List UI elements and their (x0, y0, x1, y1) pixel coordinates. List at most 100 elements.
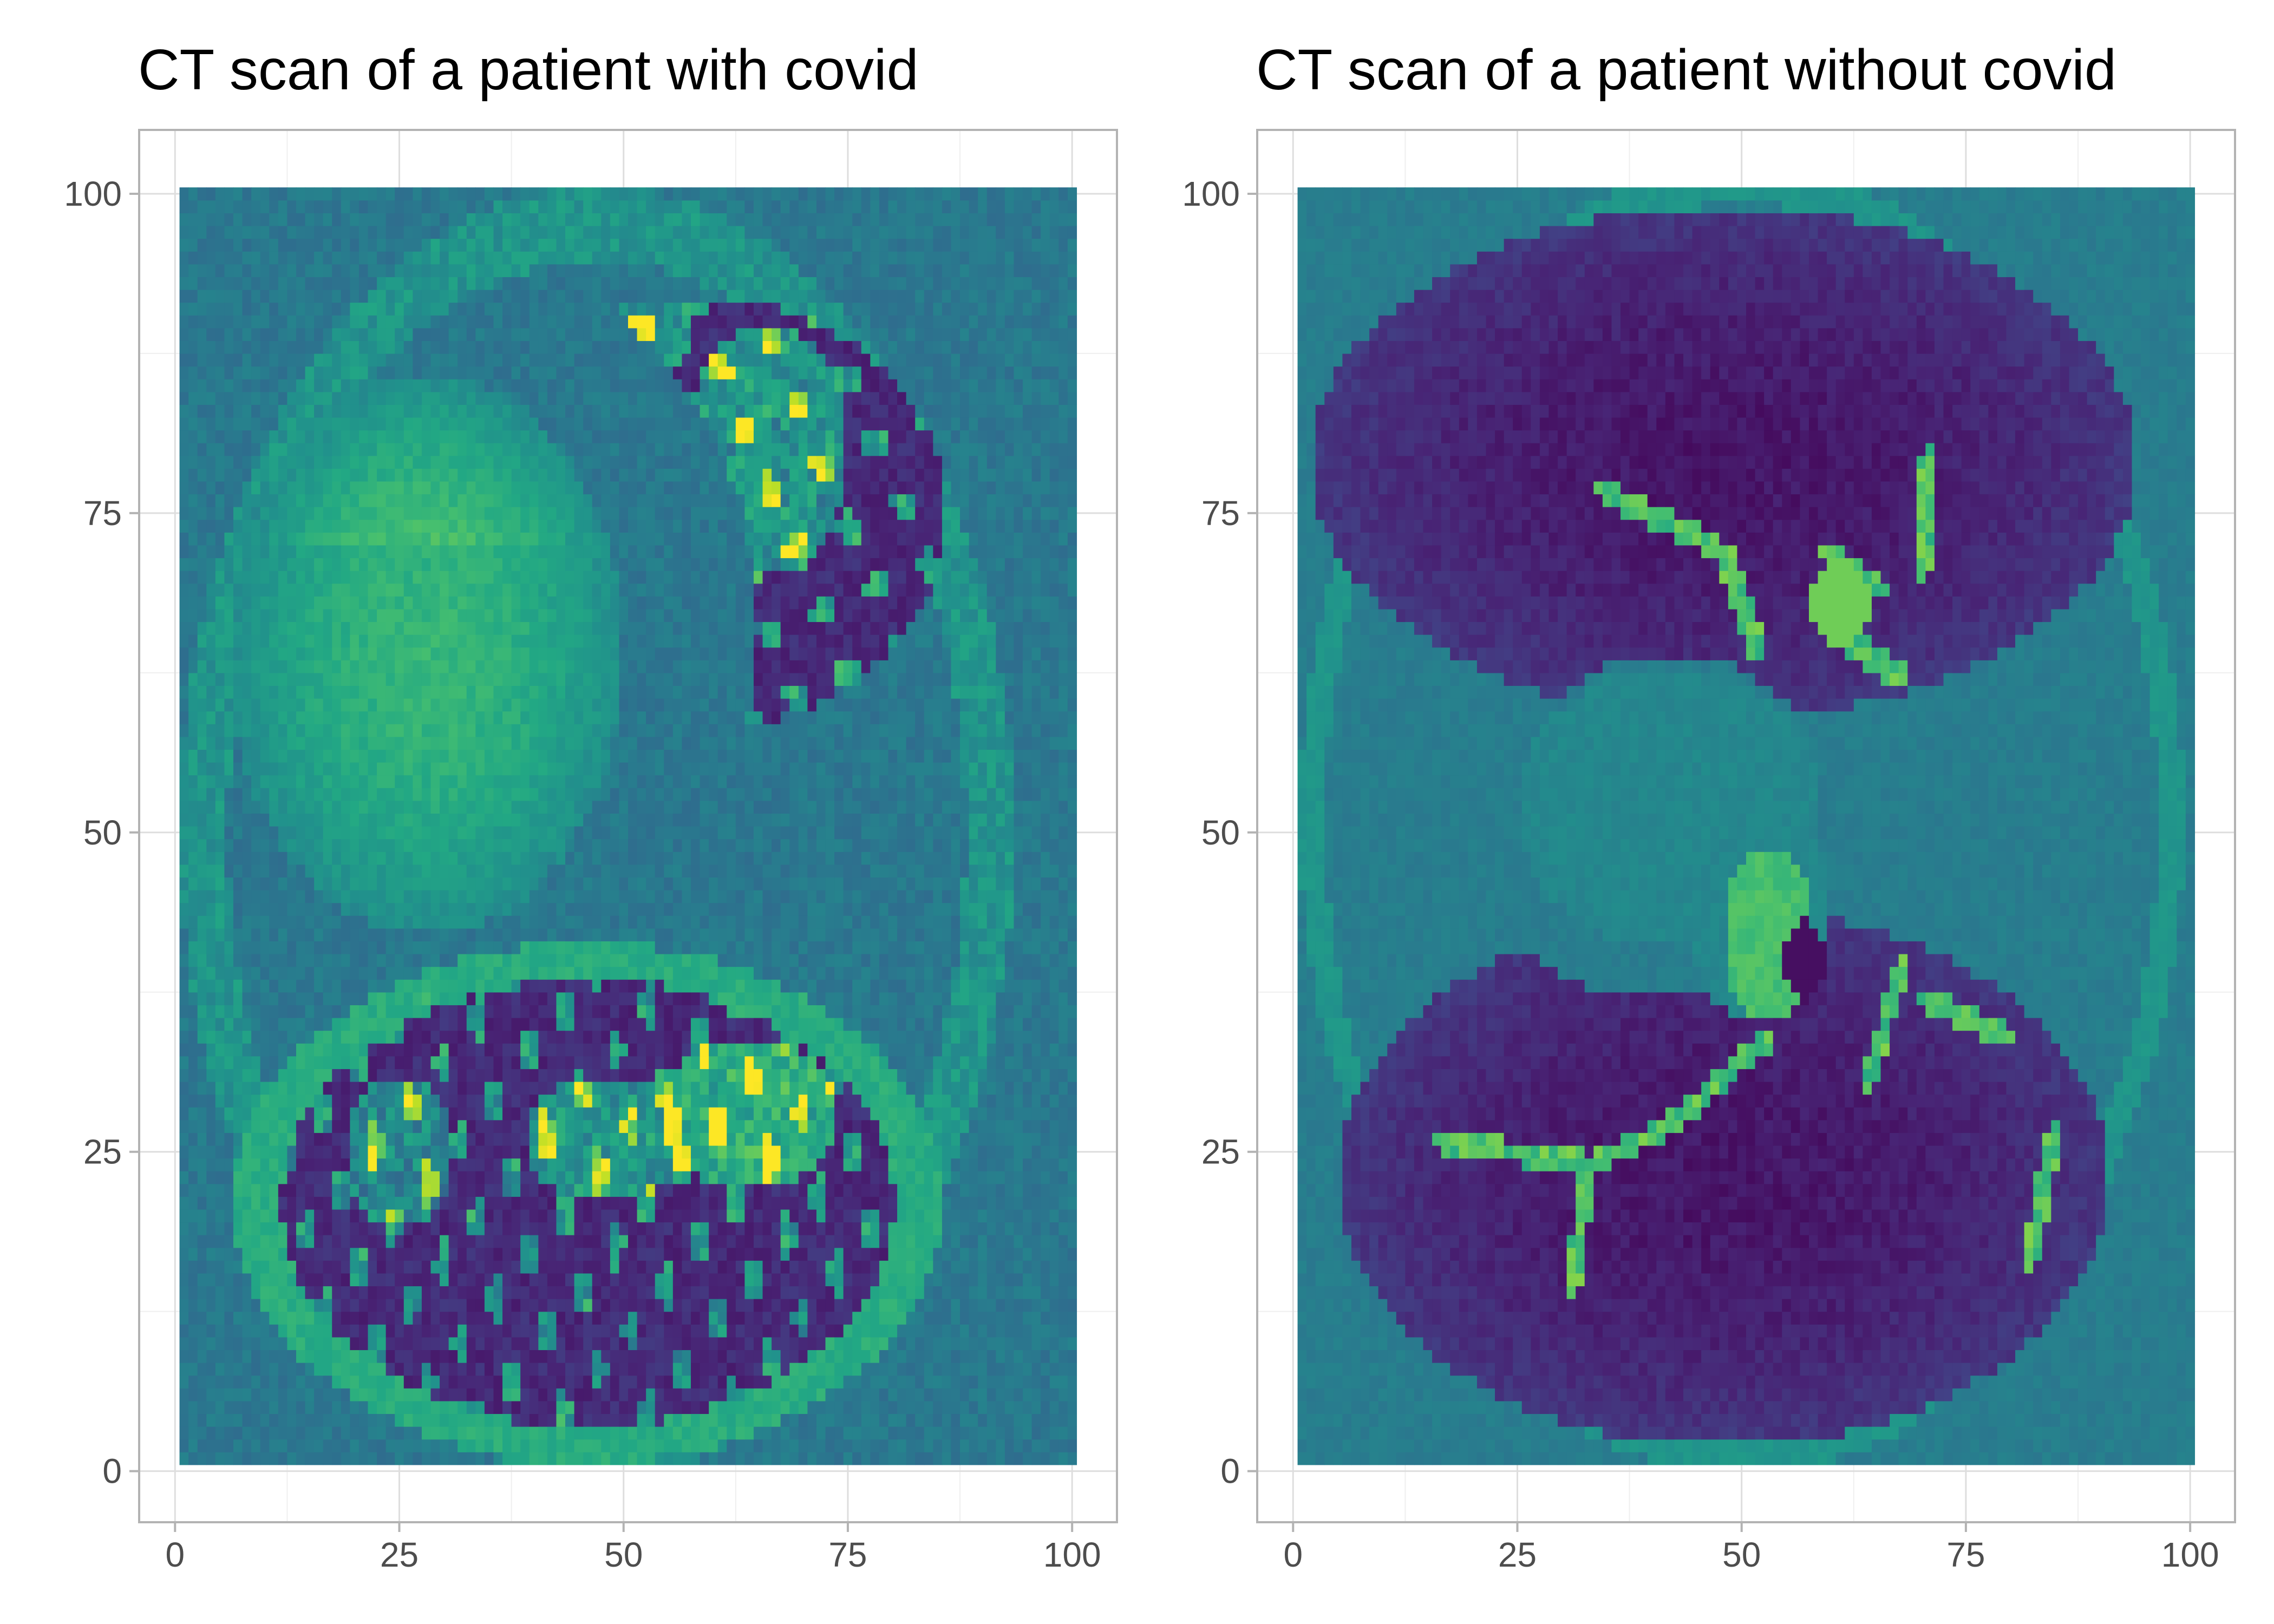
heatmap-cell (798, 1069, 808, 1082)
heatmap-cell (700, 1005, 709, 1018)
heatmap-cell (350, 902, 360, 916)
heatmap-cell (421, 941, 432, 954)
heatmap-cell (690, 966, 701, 980)
heatmap-cell (897, 1400, 907, 1415)
heatmap-cell (440, 941, 449, 954)
heatmap-cell (924, 877, 933, 890)
heatmap-cell (619, 877, 629, 890)
heatmap-cell (206, 1196, 216, 1210)
heatmap-cell (682, 1107, 691, 1121)
heatmap-cell (825, 941, 835, 954)
heatmap-cell (385, 1260, 395, 1274)
heatmap-cell (278, 1145, 287, 1159)
heatmap-cell (556, 1005, 566, 1018)
heatmap-cell (197, 1081, 207, 1095)
heatmap-cell (816, 1069, 826, 1082)
heatmap-cell (637, 1119, 646, 1133)
heatmap-cell (700, 1119, 709, 1133)
heatmap-cell (547, 915, 557, 929)
heatmap-cell (323, 826, 332, 840)
heatmap-cell (664, 966, 674, 980)
heatmap-cell (772, 1107, 781, 1121)
heatmap-cell (825, 1452, 835, 1465)
heatmap-cell (978, 953, 988, 967)
heatmap-cell (619, 1452, 629, 1465)
heatmap-cell (287, 889, 297, 903)
heatmap-cell (296, 1056, 306, 1069)
heatmap-cell (646, 1094, 656, 1108)
heatmap-cell (493, 1324, 503, 1338)
heatmap-cell (484, 992, 494, 1005)
heatmap-cell (951, 1056, 960, 1069)
heatmap-cell (413, 979, 422, 993)
heatmap-cell (960, 1235, 970, 1248)
heatmap-cell (242, 1030, 252, 1044)
heatmap-cell (547, 1069, 557, 1082)
heatmap-cell (780, 1324, 790, 1338)
heatmap-cell (493, 1273, 503, 1287)
heatmap-cell (610, 1286, 620, 1299)
heatmap-cell (368, 1247, 377, 1261)
heatmap-cell (547, 1299, 557, 1312)
heatmap-cell (242, 966, 252, 980)
heatmap-cell (242, 1247, 252, 1261)
heatmap-cell (700, 1183, 709, 1197)
heatmap-cell (762, 1196, 772, 1210)
heatmap-cell (179, 979, 189, 993)
heatmap-cell (897, 1017, 907, 1031)
heatmap-cell (583, 1158, 593, 1171)
heatmap-cell (421, 1375, 432, 1389)
heatmap-cell (619, 941, 629, 954)
heatmap-cell (520, 1388, 530, 1402)
heatmap-cell (986, 1350, 996, 1363)
heatmap-cell (1041, 839, 1050, 852)
heatmap-cell (646, 1247, 656, 1261)
heatmap-cell (879, 1400, 889, 1415)
heatmap-cell (511, 915, 521, 929)
heatmap-cell (323, 1337, 332, 1351)
heatmap-cell (296, 1081, 306, 1095)
heatmap-cell (332, 889, 342, 903)
heatmap-cell (332, 1337, 342, 1351)
heatmap-cell (314, 1375, 324, 1389)
heatmap-cell (942, 1056, 952, 1069)
heatmap-cell (529, 1209, 539, 1223)
heatmap-cell (224, 1426, 234, 1440)
heatmap-cell (484, 966, 494, 980)
heatmap-cell (520, 1426, 530, 1440)
heatmap-cell (448, 1056, 458, 1069)
heatmap-cell (538, 1413, 548, 1427)
heatmap-cell (458, 1222, 467, 1235)
heatmap-cell (942, 1030, 952, 1044)
heatmap-cell (242, 1324, 252, 1338)
heatmap-cell (843, 1235, 853, 1248)
heatmap-cell (735, 1119, 745, 1133)
heatmap-cell (458, 1158, 467, 1171)
heatmap-cell (296, 826, 306, 840)
heatmap-cell (933, 1119, 943, 1133)
heatmap-cell (753, 1299, 763, 1312)
heatmap-cell (969, 1286, 978, 1299)
heatmap-cell (1067, 915, 1077, 929)
heatmap-cell (493, 1171, 503, 1184)
heatmap-cell (960, 966, 970, 980)
heatmap-cell (440, 1324, 449, 1338)
heatmap-cell (305, 1017, 315, 1031)
heatmap-cell (377, 1452, 387, 1465)
heatmap-cell (547, 1426, 557, 1440)
heatmap-cell (466, 1222, 476, 1235)
heatmap-cell (601, 1132, 611, 1146)
heatmap-cell (825, 1299, 835, 1312)
heatmap-cell (565, 1273, 575, 1287)
heatmap-cell (440, 1107, 449, 1121)
heatmap-cell (377, 1158, 387, 1171)
heatmap-cell (816, 864, 826, 878)
heatmap-cell (951, 1145, 960, 1159)
heatmap-cell (709, 1171, 718, 1184)
heatmap-cell (215, 1260, 225, 1274)
heatmap-cell (179, 1030, 189, 1044)
heatmap-cell (287, 1337, 297, 1351)
heatmap-cell (179, 1235, 189, 1248)
heatmap-cell (601, 1094, 611, 1108)
heatmap-cell (628, 1094, 638, 1108)
